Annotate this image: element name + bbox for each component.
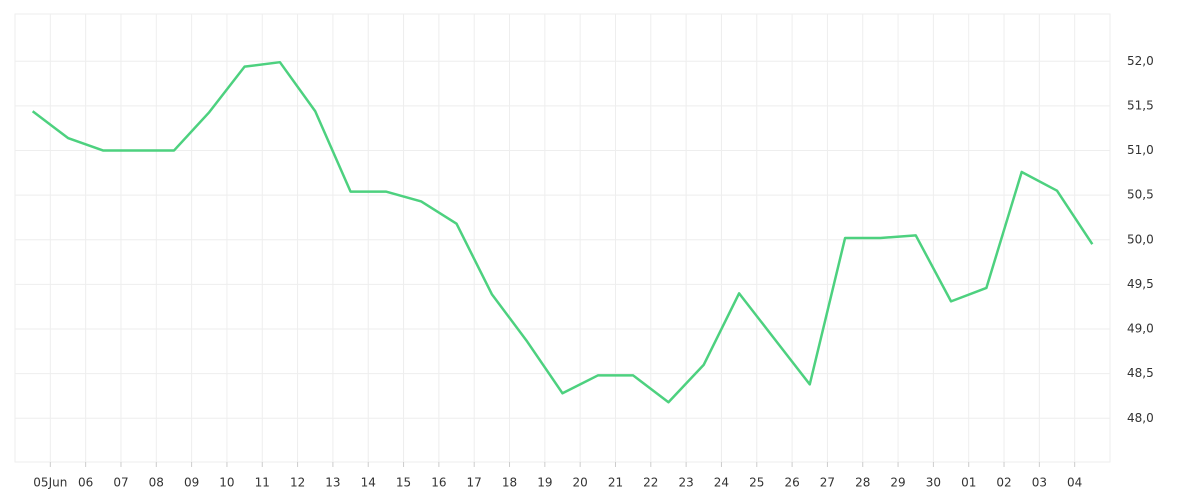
x-tick-label: 04 [1067, 476, 1082, 490]
x-tick-label: 20 [573, 476, 588, 490]
x-tick-label: 15 [396, 476, 411, 490]
x-tick-label: 07 [113, 476, 128, 490]
x-tick-label: 18 [502, 476, 517, 490]
y-tick-label: 48,0 [1127, 411, 1154, 425]
x-tick-label: 17 [467, 476, 482, 490]
x-tick-label: 23 [678, 476, 693, 490]
x-tick-label: 02 [996, 476, 1011, 490]
y-tick-label: 49,0 [1127, 322, 1154, 336]
x-tick-label: 14 [361, 476, 376, 490]
y-tick-label: 52,0 [1127, 54, 1154, 68]
x-tick-label: 21 [608, 476, 623, 490]
x-tick-label: 05Jun [33, 476, 67, 490]
x-tick-label: 19 [537, 476, 552, 490]
x-tick-label: 08 [149, 476, 164, 490]
x-tick-label: 25 [749, 476, 764, 490]
x-tick-label: 09 [184, 476, 199, 490]
plot-frame [14, 13, 1111, 463]
x-tick-label: 16 [431, 476, 446, 490]
x-tick-label: 30 [926, 476, 941, 490]
x-tick-label: 29 [890, 476, 905, 490]
y-tick-label: 51,0 [1127, 143, 1154, 157]
x-tick-label: 03 [1032, 476, 1047, 490]
line [31, 60, 1094, 404]
x-tick-label: 13 [325, 476, 340, 490]
x-tick-label: 06 [78, 476, 93, 490]
x-tick-label: 27 [820, 476, 835, 490]
y-tick-label: 49,5 [1127, 277, 1154, 291]
x-tick-label: 22 [643, 476, 658, 490]
y-tick-label: 48,5 [1127, 366, 1154, 380]
y-tick-label: 50,5 [1127, 188, 1154, 202]
x-tick-label: 12 [290, 476, 305, 490]
x-tick-label: 10 [219, 476, 234, 490]
y-tick-label: 50,0 [1127, 232, 1154, 246]
x-tick-label: 11 [255, 476, 270, 490]
y-tick-label: 51,5 [1127, 98, 1154, 112]
x-tick-label: 01 [961, 476, 976, 490]
x-tick-label: 24 [714, 476, 729, 490]
x-tick-label: 28 [855, 476, 870, 490]
x-tick-label: 26 [784, 476, 799, 490]
